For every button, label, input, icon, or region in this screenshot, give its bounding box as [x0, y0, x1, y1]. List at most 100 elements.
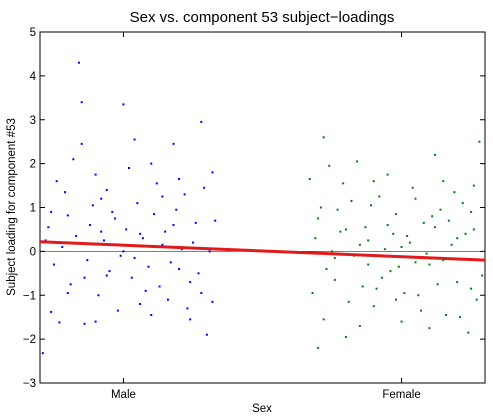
data-point: [66, 292, 69, 295]
x-axis-label: Sex: [252, 403, 272, 415]
data-point: [128, 167, 130, 170]
data-point: [447, 219, 450, 222]
data-point: [383, 248, 386, 251]
data-point: [172, 142, 175, 145]
data-point: [166, 298, 169, 301]
data-point: [77, 61, 80, 64]
data-point: [333, 278, 336, 281]
data-point: [139, 303, 142, 306]
data-point: [116, 309, 119, 312]
data-point: [314, 237, 317, 240]
data-point: [186, 307, 189, 310]
data-point: [208, 250, 211, 253]
data-point: [203, 186, 206, 189]
data-point: [431, 215, 434, 218]
data-point: [389, 270, 392, 273]
data-point: [336, 208, 339, 211]
data-point: [470, 210, 473, 213]
data-point: [358, 243, 361, 246]
data-point: [433, 226, 436, 229]
data-point: [395, 298, 397, 301]
y-tick-label: −1: [23, 290, 36, 302]
fit-line: [39, 240, 486, 262]
data-point: [425, 252, 428, 255]
data-point: [428, 263, 431, 266]
data-point: [422, 221, 425, 224]
data-point: [439, 208, 442, 211]
data-point: [319, 206, 322, 209]
data-point: [155, 182, 158, 185]
data-point: [308, 177, 311, 180]
data-point: [194, 221, 197, 224]
data-point: [364, 226, 367, 229]
data-point: [400, 245, 403, 248]
data-point: [361, 285, 364, 288]
data-point: [442, 259, 445, 262]
data-point: [175, 208, 178, 211]
data-point: [445, 313, 448, 316]
data-point: [172, 224, 175, 227]
data-point: [64, 191, 67, 194]
x-tick-label: Female: [382, 389, 420, 401]
y-tick-label: 5: [30, 27, 36, 39]
y-tick-label: 2: [30, 159, 36, 171]
data-point: [136, 202, 139, 205]
data-point: [105, 188, 108, 191]
data-point: [164, 230, 167, 233]
data-point: [467, 331, 470, 334]
regression-line: [39, 240, 486, 262]
data-point: [372, 305, 375, 308]
data-point: [75, 235, 78, 238]
data-point: [86, 259, 89, 262]
data-point: [339, 230, 342, 233]
data-point: [58, 321, 61, 324]
data-point: [211, 171, 214, 174]
data-point: [478, 140, 481, 143]
data-point: [94, 173, 97, 176]
data-point: [350, 199, 353, 202]
data-point: [130, 276, 133, 279]
data-point: [417, 294, 420, 297]
data-point: [144, 289, 147, 292]
data-point: [322, 136, 325, 139]
data-point: [94, 320, 97, 323]
y-tick-label: 0: [30, 246, 36, 258]
x-tick-label: Male: [111, 389, 136, 401]
data-point: [41, 352, 44, 355]
data-point: [461, 202, 464, 205]
y-tick-label: 4: [30, 71, 37, 83]
data-point: [191, 241, 194, 244]
data-point: [331, 250, 334, 253]
data-point: [69, 283, 72, 286]
data-point: [472, 184, 475, 187]
data-point: [139, 232, 142, 235]
data-point: [322, 318, 325, 321]
data-point: [80, 101, 83, 104]
data-point: [442, 180, 445, 183]
data-point: [397, 265, 400, 268]
data-point: [100, 197, 103, 200]
data-point: [381, 276, 384, 279]
data-point: [317, 346, 320, 349]
data-point: [180, 248, 183, 251]
data-point: [80, 142, 83, 145]
data-point: [61, 245, 64, 248]
data-point: [333, 256, 336, 259]
data-point: [325, 267, 328, 270]
data-point: [411, 186, 414, 189]
data-point: [89, 224, 92, 227]
data-point: [317, 217, 320, 220]
data-point: [436, 283, 439, 286]
data-point: [189, 318, 192, 321]
data-point: [83, 276, 86, 279]
data-point: [481, 274, 484, 277]
data-point: [50, 210, 53, 213]
data-point: [55, 180, 58, 183]
data-point: [52, 263, 55, 266]
data-point: [141, 237, 144, 240]
data-point: [147, 265, 150, 268]
data-point: [358, 324, 361, 327]
x-axis-ticks: Male Female: [111, 32, 421, 401]
y-tick-label: −3: [23, 378, 36, 390]
data-point: [414, 261, 417, 264]
